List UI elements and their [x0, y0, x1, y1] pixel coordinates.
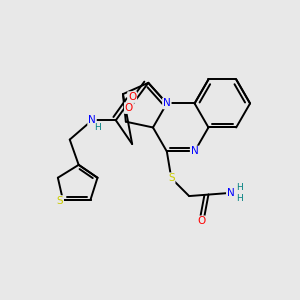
Text: H: H	[236, 194, 242, 203]
Text: S: S	[56, 196, 63, 206]
Text: O: O	[128, 92, 136, 102]
Text: N: N	[163, 98, 171, 108]
Text: H: H	[94, 123, 101, 132]
Text: O: O	[197, 216, 205, 226]
Text: N: N	[88, 115, 96, 125]
Text: N: N	[191, 146, 199, 157]
Text: O: O	[125, 103, 133, 113]
Text: N: N	[227, 188, 235, 198]
Text: H: H	[236, 183, 242, 192]
Text: S: S	[168, 173, 175, 183]
